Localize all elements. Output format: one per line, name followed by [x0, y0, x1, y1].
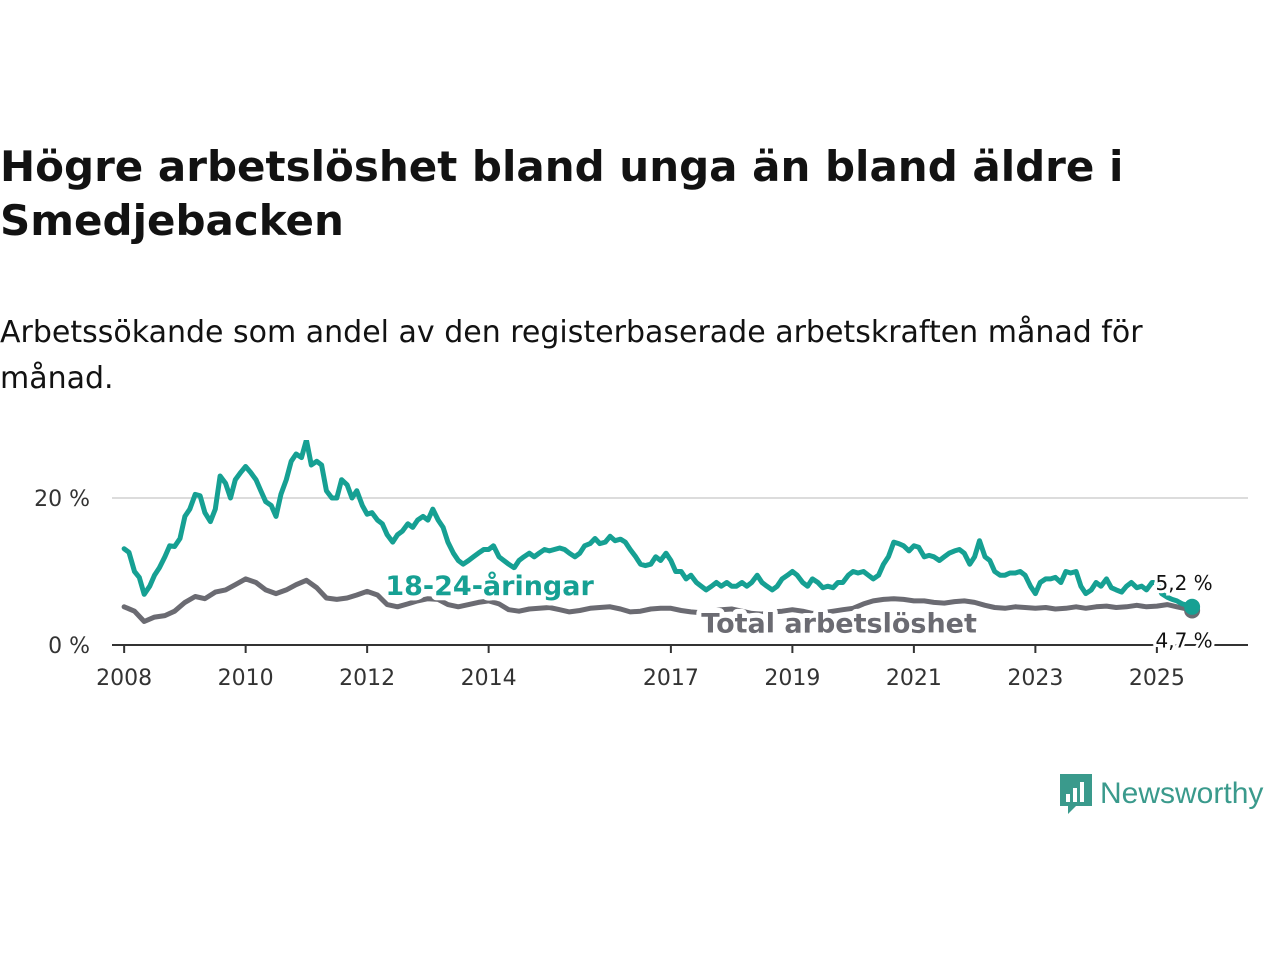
y-tick-label: 20 % — [34, 487, 90, 512]
x-tick-label: 2023 — [1007, 666, 1063, 691]
newsworthy-logo-text: Newsworthy — [1100, 777, 1264, 810]
series-line-total — [121, 576, 1195, 624]
series-label-total: Total arbetslöshet — [701, 609, 977, 640]
x-tick-label: 2017 — [643, 666, 699, 691]
x-tick-label: 2019 — [764, 666, 820, 691]
newsworthy-logo-icon — [1060, 774, 1092, 814]
series-label-young: 18-24-åringar — [385, 570, 594, 602]
x-tick-label: 2014 — [461, 666, 517, 691]
x-tick-label: 2025 — [1129, 666, 1185, 691]
x-tick-label: 2021 — [886, 666, 942, 691]
x-tick-label: 2012 — [339, 666, 395, 691]
x-tick-label: 2010 — [218, 666, 274, 691]
series-layer — [121, 440, 1201, 624]
end-value-young: 5,2 % — [1156, 571, 1213, 595]
end-value-total: 4,7 % — [1156, 628, 1213, 652]
chart-title: Högre arbetslöshet bland unga än bland ä… — [0, 142, 1124, 245]
newsworthy-logo[interactable]: Newsworthy — [1058, 772, 1263, 816]
grid-layer: 0 % 20 % 2008 2010 2012 2014 2017 2019 2021 2023 2… — [34, 487, 1248, 691]
label-layer: 18-24-åringar Total arbetslöshet 5,2 % 4,7 … — [380, 565, 1215, 655]
line-chart: 0 % 20 % 2008 2010 2012 2014 2017 2019 2021 2023 2… — [34, 440, 1248, 691]
x-tick-label: 2008 — [96, 666, 152, 691]
series-line-young — [121, 440, 1195, 610]
series-end-point — [1184, 598, 1201, 615]
y-tick-label: 0 % — [48, 634, 90, 659]
chart-subtitle: Arbetssökande som andel av den registerb… — [0, 315, 1143, 396]
